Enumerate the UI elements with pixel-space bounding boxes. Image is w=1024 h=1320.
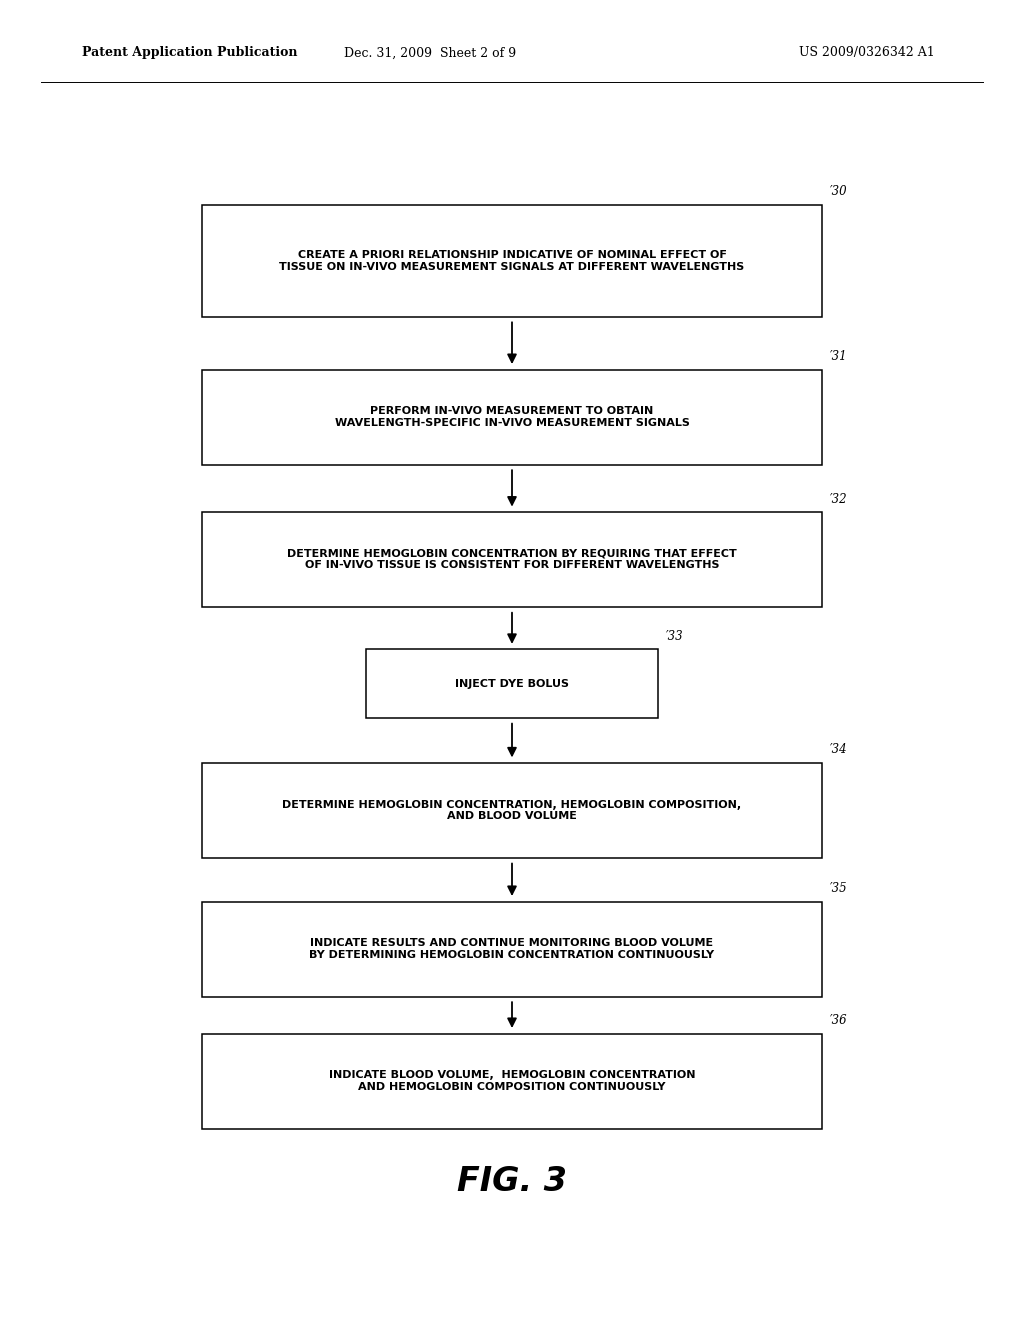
Bar xyxy=(203,205,821,317)
Bar xyxy=(203,1034,821,1129)
Bar xyxy=(203,512,821,607)
Text: DETERMINE HEMOGLOBIN CONCENTRATION BY REQUIRING THAT EFFECT
OF IN-VIVO TISSUE IS: DETERMINE HEMOGLOBIN CONCENTRATION BY RE… xyxy=(287,549,737,570)
Text: INDICATE RESULTS AND CONTINUE MONITORING BLOOD VOLUME
BY DETERMINING HEMOGLOBIN : INDICATE RESULTS AND CONTINUE MONITORING… xyxy=(309,939,715,960)
Text: Patent Application Publication: Patent Application Publication xyxy=(82,46,297,59)
Text: INJECT DYE BOLUS: INJECT DYE BOLUS xyxy=(455,678,569,689)
Text: ′36: ′36 xyxy=(829,1014,848,1027)
Bar xyxy=(203,902,821,997)
Text: PERFORM IN-VIVO MEASUREMENT TO OBTAIN
WAVELENGTH-SPECIFIC IN-VIVO MEASUREMENT SI: PERFORM IN-VIVO MEASUREMENT TO OBTAIN WA… xyxy=(335,407,689,428)
Text: ′30: ′30 xyxy=(829,185,848,198)
Bar xyxy=(203,370,821,465)
Text: CREATE A PRIORI RELATIONSHIP INDICATIVE OF NOMINAL EFFECT OF
TISSUE ON IN-VIVO M: CREATE A PRIORI RELATIONSHIP INDICATIVE … xyxy=(280,249,744,272)
Text: DETERMINE HEMOGLOBIN CONCENTRATION, HEMOGLOBIN COMPOSITION,
AND BLOOD VOLUME: DETERMINE HEMOGLOBIN CONCENTRATION, HEMO… xyxy=(283,800,741,821)
Text: ′33: ′33 xyxy=(666,630,684,643)
Bar xyxy=(203,763,821,858)
Bar xyxy=(367,649,658,718)
Text: ′35: ′35 xyxy=(829,882,848,895)
Text: ′34: ′34 xyxy=(829,743,848,756)
Text: FIG. 3: FIG. 3 xyxy=(457,1166,567,1199)
Text: US 2009/0326342 A1: US 2009/0326342 A1 xyxy=(799,46,935,59)
Text: INDICATE BLOOD VOLUME,  HEMOGLOBIN CONCENTRATION
AND HEMOGLOBIN COMPOSITION CONT: INDICATE BLOOD VOLUME, HEMOGLOBIN CONCEN… xyxy=(329,1071,695,1092)
Text: Dec. 31, 2009  Sheet 2 of 9: Dec. 31, 2009 Sheet 2 of 9 xyxy=(344,46,516,59)
Text: ′32: ′32 xyxy=(829,492,848,506)
Text: ′31: ′31 xyxy=(829,350,848,363)
